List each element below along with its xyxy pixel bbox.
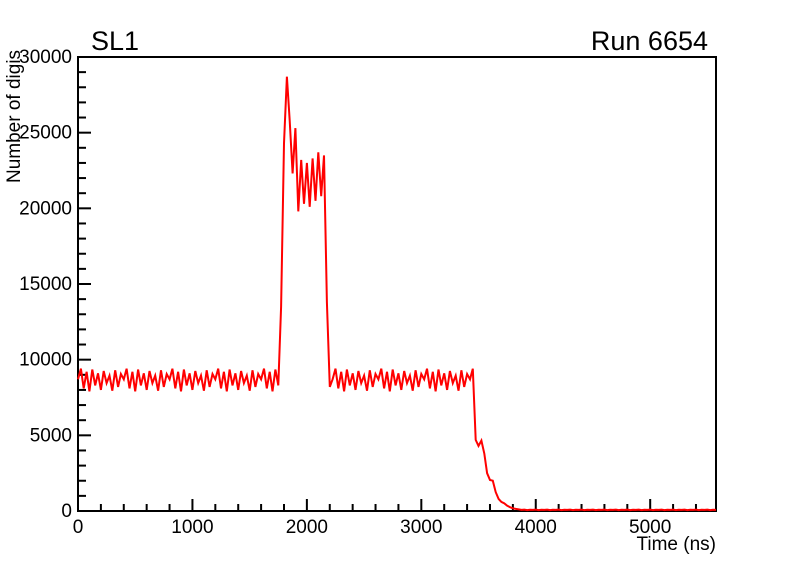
x-tick-label: 0 [73, 517, 84, 538]
x-axis-tick-labels: 0 1000 2000 3000 4000 5000 [73, 517, 672, 538]
y-tick-label: 5000 [30, 425, 72, 446]
x-tick-label: 2000 [286, 517, 328, 538]
y-tick-label: 20000 [19, 198, 72, 219]
x-axis-title: Time (ns) [636, 534, 716, 555]
y-axis-title: Number of digis [4, 50, 25, 183]
x-tick-label: 5000 [629, 517, 671, 538]
y-axis-tick-labels: 0 5000 10000 15000 20000 25000 30000 [19, 47, 72, 522]
x-tick-label: 3000 [400, 517, 442, 538]
plot-title: SL1 [91, 26, 139, 56]
x-axis-ticks [77, 499, 697, 511]
x-tick-label: 1000 [171, 517, 213, 538]
x-tick-label: 4000 [515, 517, 557, 538]
y-tick-label: 15000 [19, 274, 72, 295]
run-annotation: Run 6654 [591, 26, 708, 56]
y-tick-label: 30000 [19, 47, 72, 68]
y-axis-ticks [78, 56, 91, 512]
y-tick-label: 0 [61, 501, 72, 522]
plot-frame [77, 56, 717, 512]
histogram-line [77, 76, 717, 512]
y-tick-label: 10000 [19, 350, 72, 371]
y-tick-label: 25000 [19, 123, 72, 144]
